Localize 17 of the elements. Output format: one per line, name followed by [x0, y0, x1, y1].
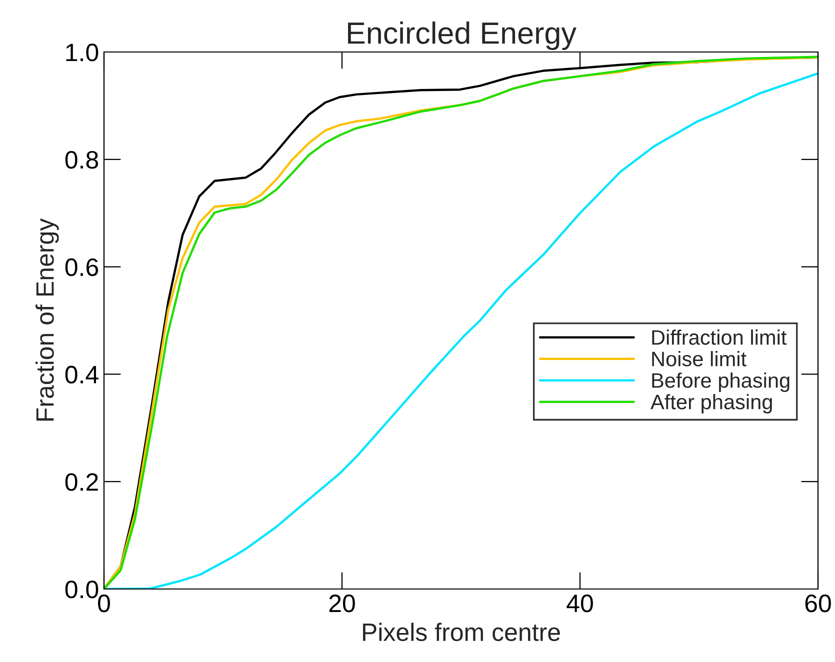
y-tick-label: 0.4 — [65, 366, 98, 384]
y-tick-label: 0.6 — [65, 258, 98, 276]
x-tick-label: 20 — [329, 594, 355, 612]
legend-label: After phasing — [650, 394, 772, 414]
y-axis-title: Fraction of Energy — [36, 218, 59, 421]
y-tick-label: 0.2 — [65, 473, 98, 491]
x-tick-label: 0 — [98, 594, 110, 612]
x-tick-label: 60 — [805, 594, 831, 612]
x-tick-label: 40 — [566, 594, 593, 612]
chart-title: Encircled Energy — [348, 22, 576, 50]
x-axis-title: Pixels from centre — [363, 622, 560, 642]
legend-label: Before phasing — [652, 372, 790, 392]
y-tick-label: 1.0 — [66, 44, 98, 62]
y-tick-label: 0.8 — [65, 151, 98, 169]
legend-label: Noise limit — [652, 351, 746, 366]
legend-label: Diffraction limit — [652, 330, 787, 345]
y-tick-label: 0.0 — [65, 580, 98, 598]
